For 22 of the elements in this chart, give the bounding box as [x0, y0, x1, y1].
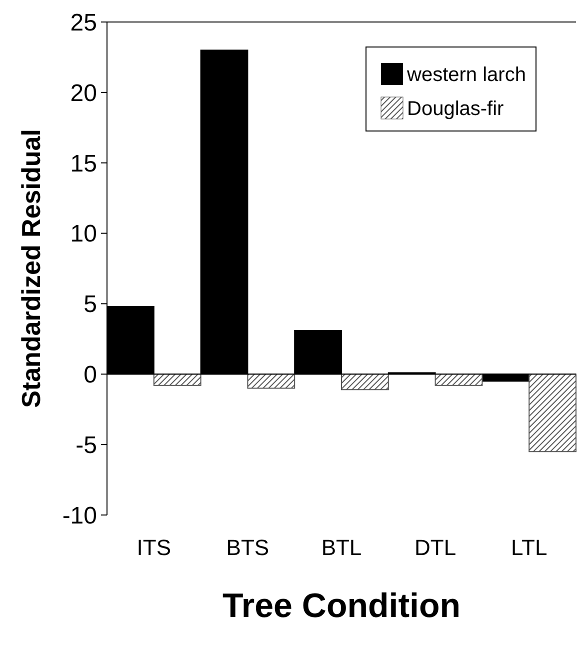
y-axis-title: Standardized Residual: [16, 129, 46, 408]
bar: [247, 374, 296, 389]
x-tick-label: BTL: [321, 535, 362, 560]
x-tick-label: LTL: [510, 535, 548, 560]
y-tick-label: -10: [62, 502, 97, 530]
bar: [341, 374, 389, 390]
x-tick-label: DTL: [414, 535, 456, 560]
x-axis-title: Tree Condition: [222, 587, 460, 625]
y-tick-label: -5: [76, 432, 97, 459]
x-tick-label: ITS: [136, 535, 172, 560]
y-tick-label: 10: [70, 220, 97, 248]
bar: [528, 374, 576, 452]
y-tick-label: 20: [70, 80, 97, 107]
x-tick-label: BTS: [226, 535, 270, 560]
y-tick-label: 0: [84, 362, 97, 389]
y-tick-label: 5: [84, 291, 97, 318]
legend-label: western larch: [406, 64, 526, 86]
bar: [434, 374, 483, 386]
legend-label: Douglas-fir: [407, 98, 504, 120]
y-tick-label: 15: [70, 150, 97, 178]
bar: [153, 374, 202, 386]
y-tick-label: 25: [70, 9, 97, 36]
